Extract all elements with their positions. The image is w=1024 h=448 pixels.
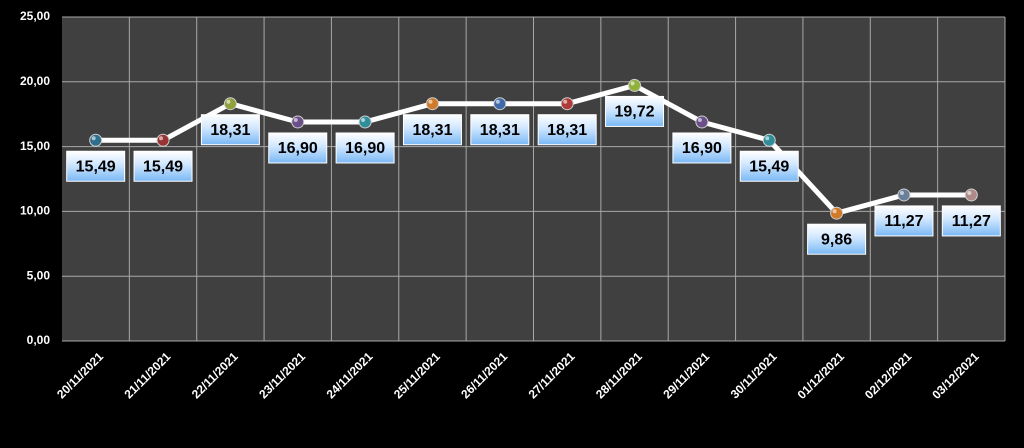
value-label: 18,31 bbox=[547, 122, 587, 139]
value-label: 18,31 bbox=[412, 122, 452, 139]
value-label: 16,90 bbox=[345, 140, 385, 157]
value-label-box bbox=[470, 114, 530, 146]
y-tick-label: 5,00 bbox=[27, 268, 51, 282]
point-highlight bbox=[159, 136, 164, 141]
point bbox=[493, 97, 507, 111]
point bbox=[223, 97, 237, 111]
value-label-box bbox=[66, 150, 126, 182]
value-label-box bbox=[402, 114, 462, 146]
value-label-box bbox=[874, 205, 934, 237]
y-tick-label: 15,00 bbox=[20, 139, 50, 153]
value-label: 16,90 bbox=[278, 140, 318, 157]
y-tick-label: 25,00 bbox=[20, 9, 50, 23]
value-label: 19,72 bbox=[615, 104, 655, 121]
value-label-box bbox=[200, 114, 260, 146]
point bbox=[156, 133, 170, 147]
point bbox=[560, 97, 574, 111]
value-label-box bbox=[941, 205, 1001, 237]
value-label: 15,49 bbox=[143, 158, 183, 175]
point-highlight bbox=[832, 209, 837, 214]
point-highlight bbox=[495, 99, 500, 104]
y-tick-label: 0,00 bbox=[27, 333, 51, 347]
point-highlight bbox=[630, 81, 635, 86]
point bbox=[964, 188, 978, 202]
point-highlight bbox=[428, 99, 433, 104]
value-label: 18,31 bbox=[210, 122, 250, 139]
point bbox=[89, 133, 103, 147]
value-label-box bbox=[335, 132, 395, 164]
point-highlight bbox=[563, 99, 568, 104]
value-label: 18,31 bbox=[480, 122, 520, 139]
value-label-box bbox=[268, 132, 328, 164]
y-tick-label: 20,00 bbox=[20, 74, 50, 88]
point-highlight bbox=[226, 99, 231, 104]
point-highlight bbox=[697, 117, 702, 122]
value-label: 11,27 bbox=[952, 213, 991, 230]
value-label: 9,86 bbox=[821, 231, 852, 248]
point bbox=[695, 115, 709, 129]
value-label: 15,49 bbox=[749, 158, 789, 175]
value-label-box bbox=[807, 223, 867, 255]
point bbox=[425, 97, 439, 111]
value-label-box bbox=[739, 150, 799, 182]
value-label-box bbox=[672, 132, 732, 164]
value-label: 15,49 bbox=[76, 158, 116, 175]
point-highlight bbox=[293, 117, 298, 122]
line bbox=[95, 82, 972, 216]
point-highlight bbox=[899, 190, 904, 195]
point-highlight bbox=[765, 136, 770, 141]
point bbox=[291, 115, 305, 129]
value-label-box bbox=[605, 95, 665, 127]
point bbox=[762, 133, 776, 147]
point bbox=[830, 206, 844, 220]
point bbox=[628, 78, 642, 92]
point-highlight bbox=[361, 117, 366, 122]
value-label-box bbox=[133, 150, 193, 182]
value-label: 11,27 bbox=[884, 213, 923, 230]
y-tick-label: 10,00 bbox=[20, 204, 50, 218]
value-label: 16,90 bbox=[682, 140, 722, 157]
point bbox=[897, 188, 911, 202]
point bbox=[358, 115, 372, 129]
point-highlight bbox=[91, 136, 96, 141]
value-label-box bbox=[537, 114, 597, 146]
point-highlight bbox=[967, 190, 972, 195]
